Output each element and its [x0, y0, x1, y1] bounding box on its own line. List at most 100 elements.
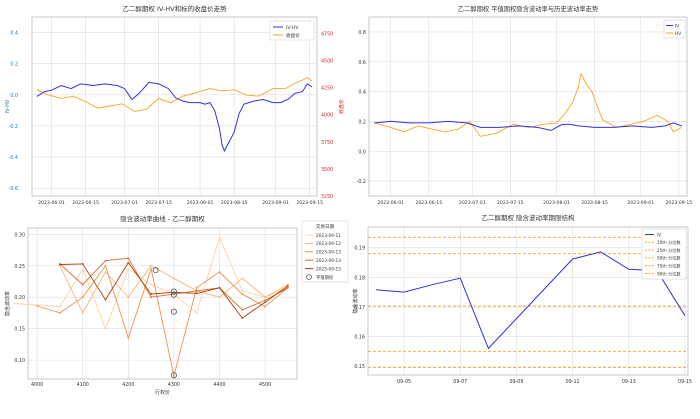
data-point [104, 327, 107, 330]
series-line-2023-09-11 [14, 236, 289, 330]
atm-marker [152, 267, 159, 274]
x-tick-label: 4300 [168, 382, 180, 388]
legend-label: IV [657, 232, 661, 237]
data-point [150, 296, 153, 299]
data-point [195, 312, 198, 314]
data-point [104, 298, 107, 301]
legend-label: 2023-09-15 [316, 266, 341, 272]
data-point [127, 261, 130, 264]
iv-term-structure-chart: 乙二醇期权 隐含波动率期限结构 0.19 0.18 0.17 0.16 0.15 09-05… [352, 213, 692, 385]
y-tick-label: 0.15 [354, 364, 365, 370]
plot-frame [368, 16, 688, 197]
y-tick-label: -0.2 [357, 179, 366, 185]
legend-label: IV [675, 24, 679, 30]
y-tick-label: 0.6 [358, 60, 366, 66]
data-point [264, 296, 266, 299]
data-point [81, 283, 84, 286]
series-line-iv [374, 120, 682, 131]
legend-label: 90th 分位数 [657, 270, 681, 277]
chart-title: 乙二醇期权 IV-HV和标的收盘价走势 [122, 4, 227, 13]
data-point [218, 286, 221, 289]
y-tick-label: -0.6 [9, 186, 18, 192]
y-axis-label: IV-HV [5, 99, 11, 113]
x-tick-label: 2023-06-15 [415, 200, 442, 206]
data-point [81, 267, 84, 270]
data-point [172, 277, 175, 280]
data-point [264, 299, 266, 302]
data-point [172, 374, 175, 377]
series-line-2023-09-13 [36, 264, 289, 377]
data-point [104, 271, 107, 273]
x-tick-label: 2023-08-15 [581, 200, 608, 206]
y2-tick-label: 4500 [321, 58, 333, 64]
x-tick-label: 2023-06-01 [38, 200, 65, 206]
iv-hv-price-chart: 乙二醇期权 IV-HV和标的收盘价走势 0.4 0.2 0.0 -0.2 -0.4 -0.6… [5, 4, 345, 206]
legend-swatch [306, 274, 312, 280]
x-tick-label: 2023-07-01 [111, 200, 138, 206]
x-tick-label: 09-09 [509, 379, 523, 385]
x-tick-label: 4400 [213, 382, 225, 388]
chart-title: 隐含波动率曲线 - 乙二醇期权 [120, 214, 205, 223]
x-tick-label: 4000 [31, 382, 43, 388]
x-tick-label: 2023-09-01 [262, 200, 289, 206]
data-point [241, 317, 244, 319]
legend-title: 交易日期 [316, 223, 335, 230]
x-tick-label: 2023-08-15 [221, 200, 248, 206]
x-tick-label: 4100 [77, 382, 89, 388]
y-tick-label: 0.18 [354, 275, 365, 281]
data-point [36, 305, 39, 307]
series-line-iv-hv [36, 81, 313, 153]
data-point [127, 296, 130, 299]
legend-label: HV [675, 31, 681, 37]
legend-label: 2023-09-11 [316, 233, 341, 239]
x-tick-label: 4500 [259, 382, 271, 388]
atm-marker [170, 372, 177, 379]
data-point [150, 283, 153, 286]
atm-marker [170, 308, 177, 315]
data-point [150, 264, 153, 267]
x-tick-label: 09-13 [622, 379, 636, 385]
series-line-price [36, 77, 313, 112]
y2-tick-label: 3750 [321, 140, 333, 146]
x-tick-label: 09-07 [453, 379, 467, 385]
x-tick-label: 2023-09-01 [627, 200, 654, 206]
data-point [264, 301, 266, 304]
y2-tick-label: 4000 [321, 113, 333, 119]
atm-marker [170, 291, 177, 298]
y-tick-label: 0.25 [14, 264, 25, 270]
data-point [195, 286, 198, 289]
x-tick-label: 09-05 [397, 379, 411, 385]
atm-marker [170, 288, 177, 295]
data-point [286, 283, 289, 286]
y-tick-label: 0.0 [10, 93, 18, 99]
x-tick-label: 2023-09-15 [296, 200, 323, 206]
data-point [127, 267, 130, 270]
chart-title: 乙二醇期权 平值期权隐含波动率与历史波动率走势 [458, 4, 599, 13]
legend-label: 75th 分位数 [657, 263, 681, 270]
plot-frame [31, 16, 318, 197]
y2-axis-label: 收盘价 [338, 99, 345, 114]
legend-label: 50th 分位数 [657, 255, 681, 262]
data-point [81, 262, 84, 265]
y2-tick-label: 4750 [321, 31, 333, 37]
y-tick-label: 0.2 [358, 119, 366, 125]
data-point [241, 277, 244, 280]
x-tick-label: 2023-07-15 [145, 200, 172, 206]
data-point [127, 337, 130, 340]
y-tick-label: 0.8 [358, 30, 366, 36]
data-point [150, 267, 153, 270]
iv-smile-chart: 隐含波动率曲线 - 乙二醇期权 0.30 0.25 0.20 0.15 0.10 4000 4… [4, 214, 349, 396]
x-tick-label: 2023-06-15 [72, 200, 99, 206]
series-line-iv [375, 251, 686, 350]
y2-tick-label: 4250 [321, 86, 333, 92]
y-tick-label: 0.20 [14, 295, 25, 301]
y2-tick-label: 3250 [321, 194, 333, 200]
y-tick-label: -0.2 [9, 124, 18, 130]
data-point [81, 296, 84, 299]
data-point [59, 263, 61, 266]
y-tick-label: 0.17 [354, 305, 365, 311]
data-point [264, 305, 266, 308]
y-tick-label: 0.4 [10, 31, 18, 37]
data-point [286, 286, 289, 289]
data-point [241, 290, 244, 292]
